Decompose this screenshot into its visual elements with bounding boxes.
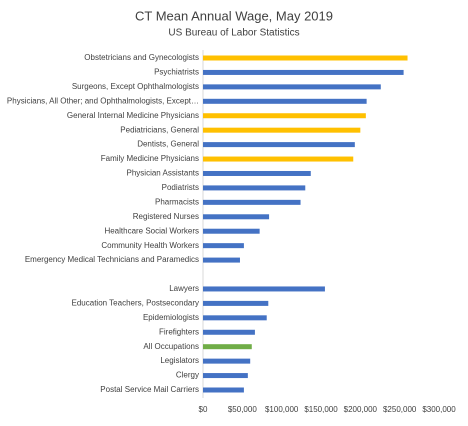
y-tick-label: Lawyers xyxy=(169,284,199,293)
y-tick-label: Obstetricians and Gynecologists xyxy=(84,53,199,62)
bar xyxy=(203,214,270,220)
y-tick-label: Psychiatrists xyxy=(154,68,199,77)
bar xyxy=(203,358,251,364)
bar xyxy=(203,142,355,148)
y-tick-label: Education Teachers, Postsecondary xyxy=(72,299,199,308)
bar xyxy=(203,387,244,393)
y-tick-label: Physician Assistants xyxy=(127,169,199,178)
bar xyxy=(203,257,240,263)
x-tick-label: $50,000 xyxy=(228,405,257,414)
bar xyxy=(203,84,381,90)
bar xyxy=(203,373,248,379)
chart-subtitle: US Bureau of Labor Statistics xyxy=(168,28,299,39)
bar xyxy=(203,170,311,176)
bar xyxy=(203,55,408,61)
y-tick-label: Healthcare Social Workers xyxy=(104,226,199,235)
bar xyxy=(203,69,404,75)
x-tick-label: $0 xyxy=(199,405,208,414)
bar xyxy=(203,113,366,119)
x-tick-label: $200,000 xyxy=(344,405,378,414)
bar xyxy=(203,228,260,234)
bar xyxy=(203,98,367,104)
bar xyxy=(203,315,267,321)
y-tick-label: Registered Nurses xyxy=(133,212,199,221)
y-tick-label: Firefighters xyxy=(159,327,199,336)
y-tick-label: All Occupations xyxy=(143,342,199,351)
x-tick-label: $150,000 xyxy=(304,405,338,414)
chart-title: CT Mean Annual Wage, May 2019 xyxy=(135,8,333,23)
y-tick-label: Dentists, General xyxy=(137,140,199,149)
y-tick-label: Podiatrists xyxy=(162,183,199,192)
bar xyxy=(203,243,244,249)
y-tick-label: General Internal Medicine Physicians xyxy=(67,111,199,120)
y-tick-label: Emergency Medical Technicians and Parame… xyxy=(25,255,199,264)
y-tick-label: Surgeons, Except Ophthalmologists xyxy=(72,82,199,91)
y-tick-label: Postal Service Mail Carriers xyxy=(100,385,199,394)
y-tick-label: Community Health Workers xyxy=(101,241,199,250)
bar xyxy=(203,300,269,306)
y-tick-label: Epidemiologists xyxy=(143,313,199,322)
bar xyxy=(203,156,354,162)
y-tick-label: Legislators xyxy=(160,356,199,365)
bar xyxy=(203,329,255,335)
y-tick-label: Pharmacists xyxy=(155,197,199,206)
y-tick-label: Family Medicine Physicians xyxy=(101,154,199,163)
y-tick-label: Pediatricians, General xyxy=(120,125,199,134)
x-tick-label: $100,000 xyxy=(265,405,299,414)
x-tick-label: $250,000 xyxy=(383,405,417,414)
bar xyxy=(203,199,301,205)
bar xyxy=(203,185,306,191)
bar xyxy=(203,344,252,350)
x-tick-label: $300,000 xyxy=(422,405,456,414)
bar xyxy=(203,127,361,133)
y-tick-label: Physicians, All Other; and Ophthalmologi… xyxy=(7,96,199,105)
y-tick-label: Clergy xyxy=(176,371,199,380)
bar xyxy=(203,286,325,292)
